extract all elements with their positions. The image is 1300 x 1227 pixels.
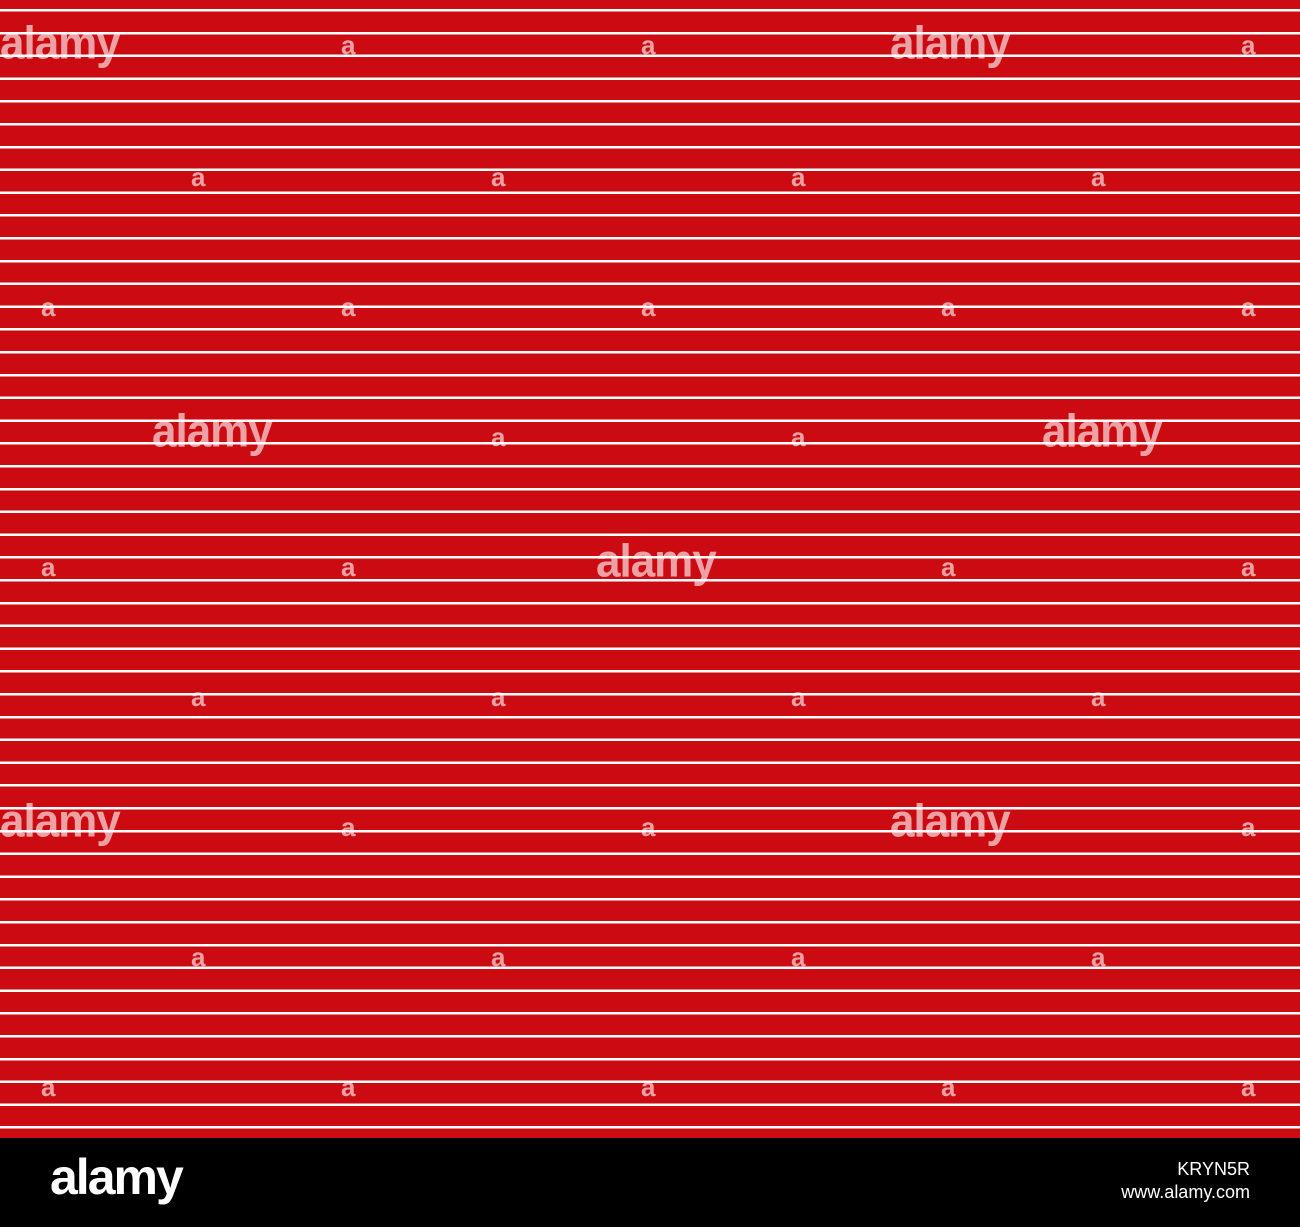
watermark-mark: a — [1241, 552, 1256, 582]
watermark-mark: a — [641, 30, 656, 60]
watermark-logo: alamy — [0, 795, 121, 848]
watermark-mark: a — [941, 1072, 956, 1102]
watermark-mark: a — [191, 162, 206, 192]
watermark-mark: a — [341, 30, 356, 60]
watermark-mark: a — [41, 292, 56, 322]
watermark-mark: a — [341, 552, 356, 582]
watermark-mark: a — [41, 552, 56, 582]
site-url: www.alamy.com — [1121, 1182, 1250, 1203]
watermark-mark: a — [641, 1072, 656, 1102]
watermark-mark: a — [1241, 30, 1256, 60]
watermark-mark: a — [341, 292, 356, 322]
watermark-mark: a — [791, 942, 806, 972]
watermark-logo: alamy — [596, 535, 717, 588]
watermark-mark: a — [341, 812, 356, 842]
watermark-mark: a — [1091, 162, 1106, 192]
watermark-mark: a — [791, 422, 806, 452]
watermark-mark: a — [491, 682, 506, 712]
watermark-mark: a — [191, 682, 206, 712]
watermark-mark: a — [1091, 682, 1106, 712]
watermark-mark: a — [491, 942, 506, 972]
watermark-logo: alamy — [890, 17, 1011, 70]
watermark-mark: a — [41, 1072, 56, 1102]
image-id: KRYN5R — [1177, 1159, 1250, 1179]
image-id-block: KRYN5R www.alamy.com — [1121, 1158, 1250, 1205]
watermark-mark: a — [1091, 942, 1106, 972]
watermark-mark: a — [341, 1072, 356, 1102]
watermark-mark: a — [191, 942, 206, 972]
watermark-mark: a — [791, 682, 806, 712]
red-striped-pattern: alamy alamy alamy alamy alamy alamy alam… — [0, 0, 1300, 1138]
alamy-logo: alamy — [50, 1149, 184, 1205]
watermark-mark: a — [941, 292, 956, 322]
watermark-logo: alamy — [152, 405, 273, 458]
watermark-mark: a — [791, 162, 806, 192]
watermark-mark: a — [491, 162, 506, 192]
footer-bar: alamy KRYN5R www.alamy.com — [0, 1138, 1300, 1227]
watermark-logo: alamy — [1042, 405, 1163, 458]
watermark-mark: a — [491, 422, 506, 452]
watermark-mark: a — [1241, 1072, 1256, 1102]
watermark-mark: a — [1241, 812, 1256, 842]
watermark-logo: alamy — [0, 17, 121, 70]
watermark-mark: a — [941, 552, 956, 582]
watermark-mark: a — [1241, 292, 1256, 322]
watermark-logo: alamy — [890, 795, 1011, 848]
watermark-mark: a — [641, 812, 656, 842]
watermark-mark: a — [641, 292, 656, 322]
